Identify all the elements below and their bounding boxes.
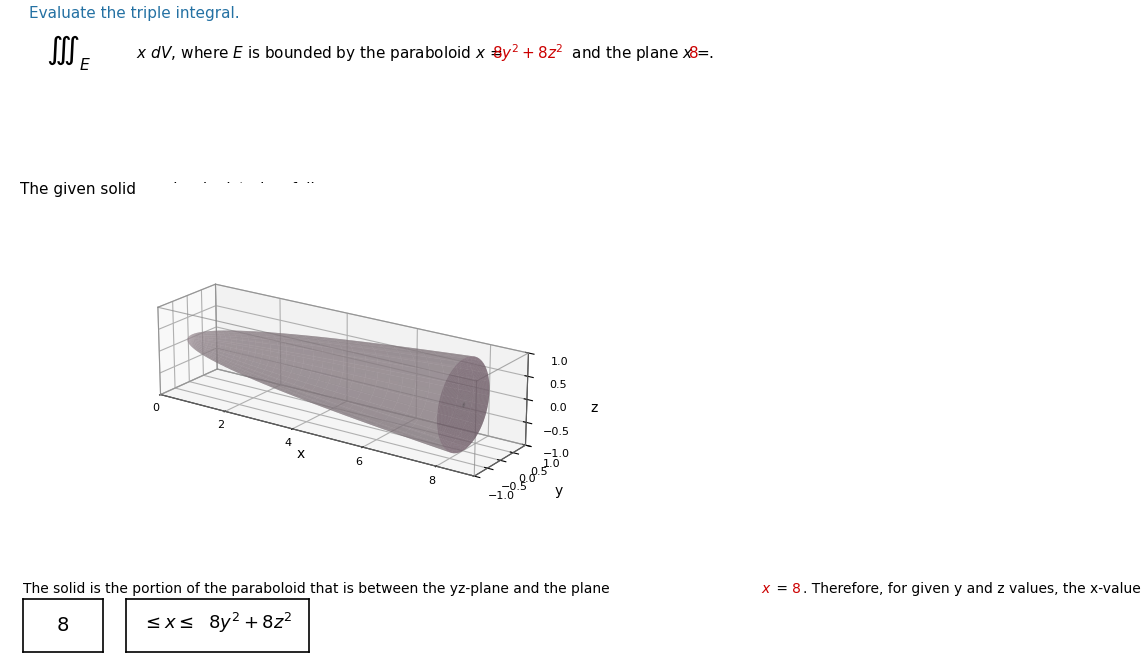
Text: .: . [709,46,713,60]
Text: $8$: $8$ [688,45,698,61]
Text: $8y^2 + 8z^2$: $8y^2 + 8z^2$ [492,42,563,64]
Text: Evaluate the triple integral.: Evaluate the triple integral. [29,6,239,21]
Text: Step 1: Step 1 [9,141,64,157]
Text: 8: 8 [792,582,801,595]
Text: The given solid can be depicted as follows.: The given solid can be depicted as follo… [21,183,349,197]
Text: . Therefore, for given y and z values, the x-value has the limits: . Therefore, for given y and z values, t… [803,582,1145,595]
Text: The solid is the portion of the paraboloid that is between the yz-plane and the : The solid is the portion of the parabolo… [23,582,614,595]
Text: and the plane $x$ =: and the plane $x$ = [567,43,711,63]
Text: $\leq x \leq$  $8y^2 + 8z^2$: $\leq x \leq$ $8y^2 + 8z^2$ [142,611,293,635]
Text: $x$ $dV$, where $E$ is bounded by the paraboloid $x$ =: $x$ $dV$, where $E$ is bounded by the pa… [132,43,504,63]
Text: =: = [772,582,792,595]
X-axis label: x: x [297,447,305,460]
Text: 8: 8 [57,616,69,635]
Y-axis label: y: y [554,484,563,498]
Text: $\iiint_E$: $\iiint_E$ [46,33,92,73]
Text: x: x [761,582,769,595]
